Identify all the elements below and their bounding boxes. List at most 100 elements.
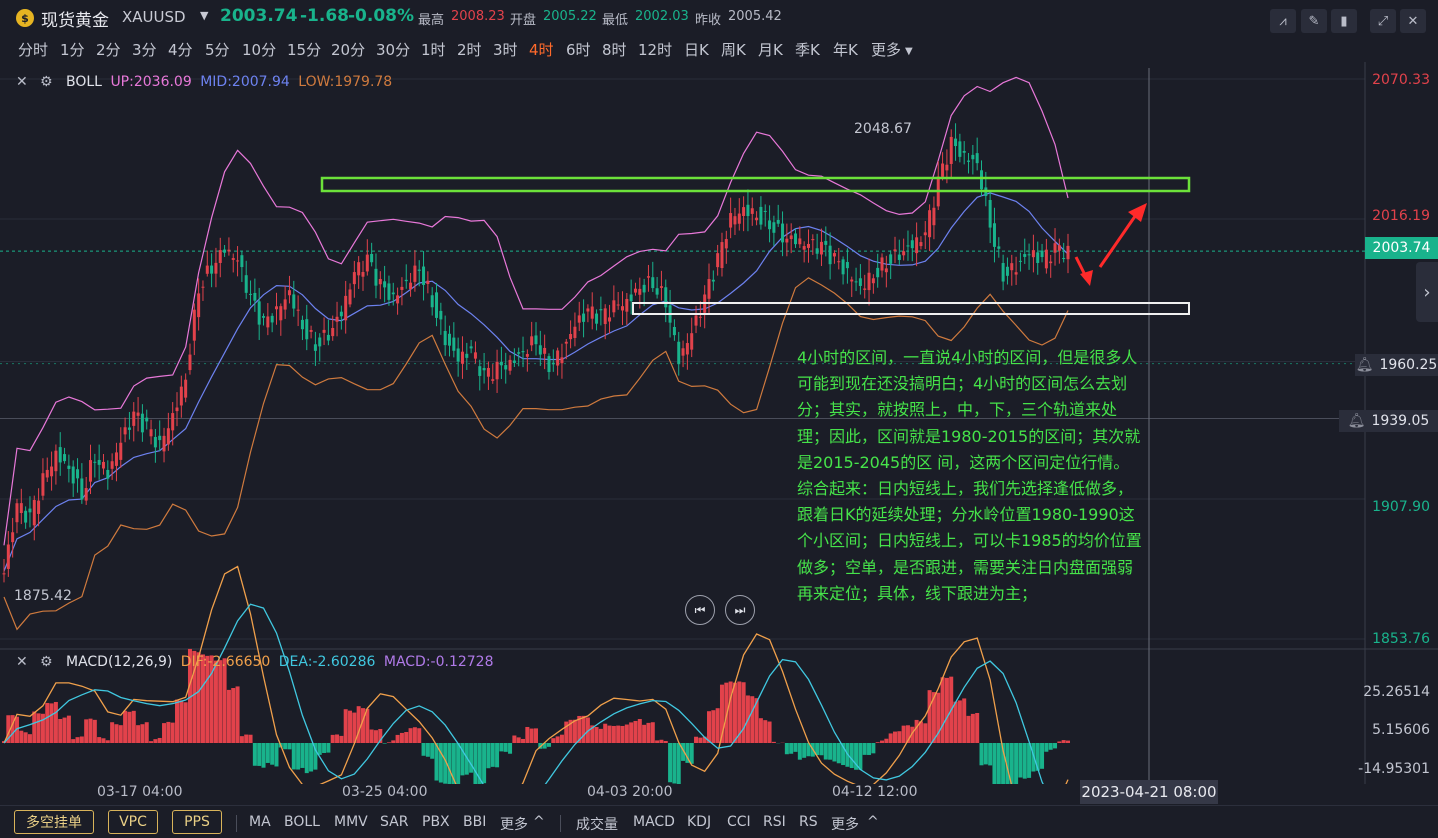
period-8[interactable]: 20分 <box>331 41 366 59</box>
period-19[interactable]: 月K <box>758 41 783 59</box>
alert-price-tag[interactable]: 🔔︎ 1960.25 <box>1355 354 1438 376</box>
period-20[interactable]: 季K <box>795 41 820 59</box>
candle-body <box>629 294 633 302</box>
period-7[interactable]: 15分 <box>287 41 322 59</box>
chevron-up-icon[interactable]: ^ <box>533 814 545 830</box>
candle-body <box>383 281 387 288</box>
candle-body <box>335 316 339 322</box>
macd-bar <box>867 743 872 755</box>
indicator-main_indicators-4[interactable]: PBX <box>422 814 450 830</box>
candle-body <box>45 469 49 478</box>
macd-bar <box>140 724 145 743</box>
period-18[interactable]: 周K <box>721 41 746 59</box>
next-icon[interactable]: ⏭ <box>725 595 755 625</box>
draw-tool-icon[interactable]: ✎ <box>1301 9 1327 33</box>
indicator-main_indicators-6[interactable]: 更多 <box>500 817 528 833</box>
period-4[interactable]: 4分 <box>168 41 193 59</box>
chart-canvas[interactable] <box>0 62 1438 784</box>
macd-value: MACD:-0.12728 <box>383 654 494 670</box>
candle-body <box>443 330 447 346</box>
time-axis-label: 04-03 20:00 <box>587 784 673 800</box>
settings-icon[interactable]: ⚙ <box>40 74 53 90</box>
candle-body <box>1005 266 1009 276</box>
period-10[interactable]: 1时 <box>421 41 446 59</box>
close-icon[interactable]: ✕ <box>1400 9 1426 33</box>
symbol-name[interactable]: 现货黄金 <box>41 11 109 31</box>
candle-body <box>707 279 711 299</box>
period-2[interactable]: 2分 <box>96 41 121 59</box>
symbol-code[interactable]: XAUUSD <box>122 8 186 26</box>
prev-icon[interactable]: ⏮ <box>685 595 715 625</box>
indicator-sub_indicators-3[interactable]: CCI <box>727 814 751 830</box>
candle-body <box>677 341 681 365</box>
up-arrow-head <box>1128 203 1147 222</box>
indicator-sub_indicators-0[interactable]: 成交量 <box>576 817 618 833</box>
candle-body <box>569 333 573 340</box>
candle-body <box>599 309 603 311</box>
macd-bar <box>724 682 729 743</box>
candle-body <box>300 319 304 330</box>
indicator-sub_indicators-5[interactable]: RS <box>799 814 818 830</box>
macd-bar <box>170 722 175 743</box>
candle-body <box>93 461 97 463</box>
close-indicator-icon[interactable]: ✕ <box>16 654 28 670</box>
indicator-main_indicators-3[interactable]: SAR <box>380 814 409 830</box>
candle-body <box>586 308 590 312</box>
candle-body <box>253 292 257 301</box>
period-0[interactable]: 分时 <box>18 41 49 59</box>
candle-body <box>54 450 58 472</box>
period-13[interactable]: 4时 <box>529 41 554 59</box>
period-22[interactable]: 更多 <box>871 41 902 59</box>
macd-bar <box>559 734 564 743</box>
candle-body <box>491 379 495 381</box>
candle-body <box>638 288 642 295</box>
indicator-main_indicators-0[interactable]: MA <box>249 814 271 830</box>
candle-style-icon[interactable]: ▮ <box>1331 9 1357 33</box>
chevron-up-icon[interactable]: ^ <box>867 814 879 830</box>
period-17[interactable]: 日K <box>684 41 709 59</box>
more-dropdown-icon[interactable]: ▼ <box>905 46 913 57</box>
macd-bar <box>616 725 621 743</box>
candle-body <box>850 279 854 282</box>
period-15[interactable]: 8时 <box>602 41 627 59</box>
candle-body <box>720 242 724 269</box>
period-5[interactable]: 5分 <box>205 41 230 59</box>
period-11[interactable]: 2时 <box>457 41 482 59</box>
low-marker-label: 1875.42 <box>14 588 72 604</box>
period-3[interactable]: 3分 <box>132 41 157 59</box>
gold-logo-icon: $ <box>16 9 34 27</box>
pps-chip[interactable]: PPS <box>172 810 222 834</box>
settings-icon[interactable]: ⚙ <box>40 654 53 670</box>
indicator-main_indicators-1[interactable]: BOLL <box>284 814 320 830</box>
indicator-tool-icon[interactable]: ⩘ <box>1270 9 1296 33</box>
indicator-main_indicators-2[interactable]: MMV <box>334 814 368 830</box>
symbol-dropdown-icon[interactable]: ▼ <box>200 9 209 22</box>
period-1[interactable]: 1分 <box>60 41 85 59</box>
vpc-chip[interactable]: VPC <box>108 810 158 834</box>
macd-bar <box>438 743 443 783</box>
order-book-chip[interactable]: 多空挂单 <box>14 810 94 834</box>
chevron-right-icon[interactable]: › <box>1416 262 1438 322</box>
indicator-sub_indicators-6[interactable]: 更多 <box>831 817 859 833</box>
indicator-sub_indicators-4[interactable]: RSI <box>763 814 786 830</box>
period-14[interactable]: 6时 <box>566 41 591 59</box>
period-12[interactable]: 3时 <box>493 41 518 59</box>
candle-body <box>426 280 430 285</box>
candle-body <box>1062 257 1066 259</box>
close-indicator-icon[interactable]: ✕ <box>16 74 28 90</box>
annotation-line: 是2015-2045的区 间，这两个区间定位行情。 <box>797 452 1130 472</box>
period-9[interactable]: 30分 <box>376 41 411 59</box>
macd-bar <box>144 722 149 743</box>
fullscreen-icon[interactable]: ⤢ <box>1370 9 1396 33</box>
price-axis-label: 1853.76 <box>1372 631 1430 647</box>
indicator-sub_indicators-2[interactable]: KDJ <box>687 814 712 830</box>
candle-body <box>988 199 992 228</box>
candle-body <box>179 386 183 406</box>
period-16[interactable]: 12时 <box>638 41 673 59</box>
indicator-sub_indicators-1[interactable]: MACD <box>633 814 675 830</box>
period-6[interactable]: 10分 <box>242 41 277 59</box>
period-21[interactable]: 年K <box>833 41 858 59</box>
indicator-main_indicators-5[interactable]: BBI <box>463 814 487 830</box>
alert-price-tag[interactable]: 🔔︎ 1939.05 <box>1339 410 1438 432</box>
candle-body <box>101 461 105 469</box>
